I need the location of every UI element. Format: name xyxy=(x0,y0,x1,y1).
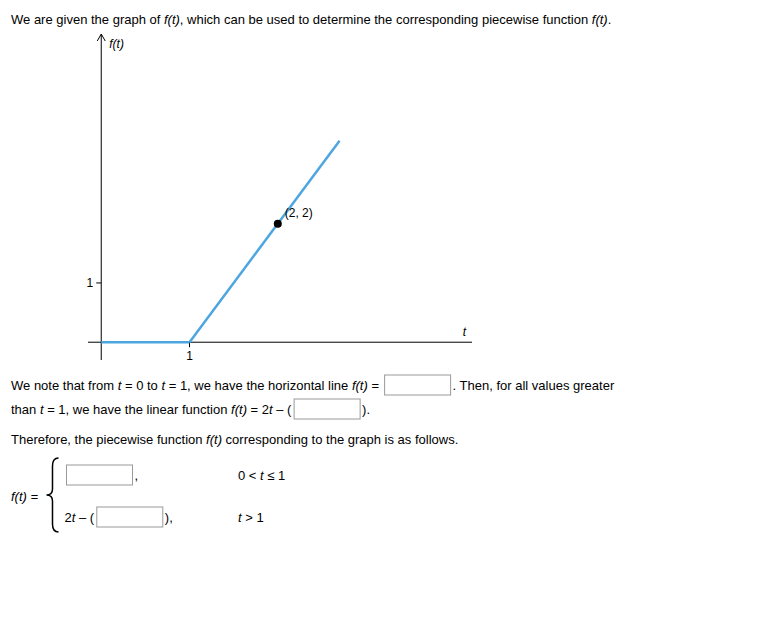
text-row: Therefore, the piecewise function f(t) c… xyxy=(11,432,458,447)
brace xyxy=(46,458,58,532)
text: , xyxy=(134,468,138,483)
answer-box[interactable] xyxy=(294,399,360,419)
text: Therefore, the piecewise function f(t) c… xyxy=(11,432,458,447)
text-row: than t = 1, we have the linear function … xyxy=(11,399,370,419)
text: than t = 1, we have the linear function … xyxy=(11,402,292,417)
line-segment xyxy=(101,341,189,344)
y-axis-arrow xyxy=(97,34,105,41)
condition: t > 1 xyxy=(238,510,264,525)
data-labels: (2, 2) xyxy=(285,206,313,220)
background xyxy=(0,0,768,636)
point-label: (2, 2) xyxy=(285,206,313,220)
point xyxy=(274,220,282,228)
axes: 1 1 t f(t) xyxy=(87,34,472,363)
y-tick-label: 1 xyxy=(87,276,94,290)
line-segment xyxy=(190,141,340,343)
text-row: , xyxy=(66,465,138,485)
text: ), xyxy=(165,510,173,525)
text-row: 2t – (), xyxy=(64,507,172,527)
x-axis xyxy=(88,342,472,343)
answer-box[interactable] xyxy=(97,507,163,527)
text-row: We note that from t = 0 to t = 1, we hav… xyxy=(11,375,615,395)
text: We note that from t = 0 to t = 1, we hav… xyxy=(11,378,383,393)
y-axis xyxy=(101,35,102,360)
title: We are given the graph of f(t), which ca… xyxy=(11,12,611,27)
y-tick xyxy=(96,282,101,283)
text: ). xyxy=(362,402,370,417)
x-axis-label: t xyxy=(463,325,467,339)
piecewise: f(t) =, 2t – (), 0 < t ≤ 1 t > 1 xyxy=(11,458,285,532)
plot-area xyxy=(101,141,339,343)
y-axis-label: f(t) xyxy=(109,37,124,51)
answer-box[interactable] xyxy=(66,465,132,485)
explanation: We note that from t = 0 to t = 1, we hav… xyxy=(11,375,615,447)
x-tick-label: 1 xyxy=(186,349,193,363)
text: . Then, for all values greater xyxy=(453,378,615,393)
answer-box[interactable] xyxy=(385,375,451,395)
condition: 0 < t ≤ 1 xyxy=(238,468,285,483)
piecewise-label: f(t) = xyxy=(11,489,38,504)
page: We are given the graph of f(t), which ca… xyxy=(0,0,768,636)
text: 2t – ( xyxy=(64,510,94,525)
